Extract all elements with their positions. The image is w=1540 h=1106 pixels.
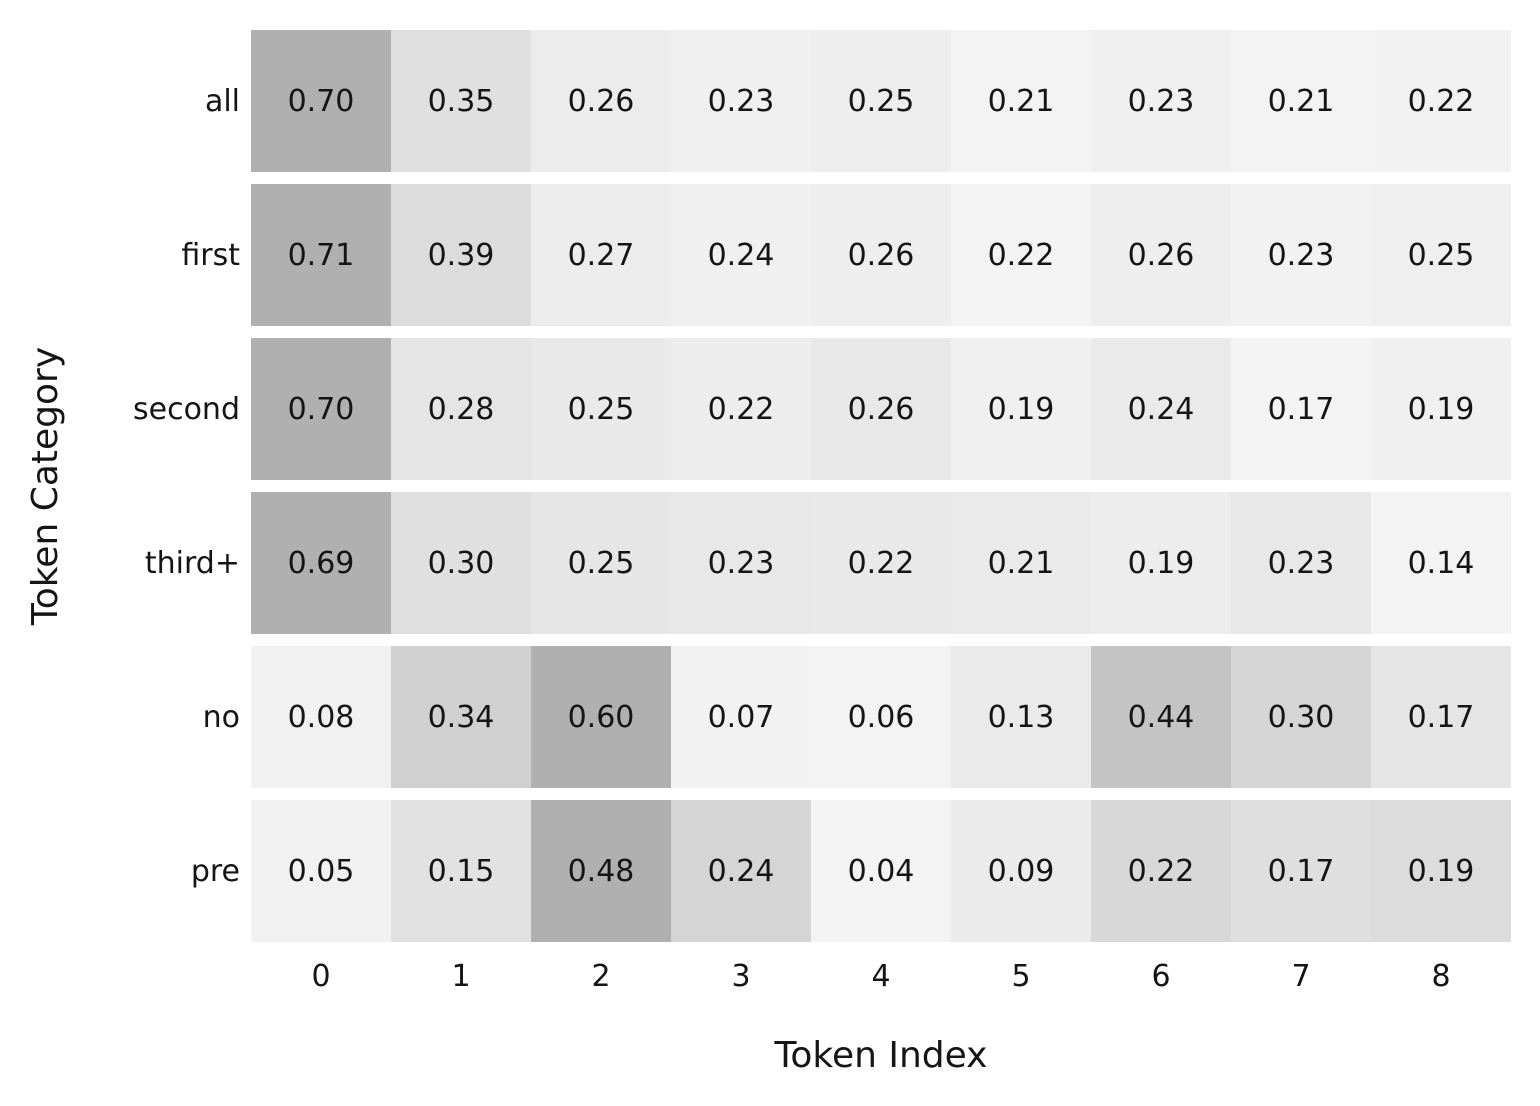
heatmap-cell: 0.22 [951, 184, 1091, 326]
heatmap-row: 0.70 0.35 0.26 0.23 0.25 0.21 0.23 0.21 0.22 [251, 30, 1511, 172]
heatmap-cell: 0.19 [1091, 492, 1231, 634]
heatmap-cell: 0.17 [1231, 800, 1371, 942]
y-tick-label: all [204, 83, 240, 119]
x-tick-label: 1 [451, 958, 471, 994]
heatmap-cell: 0.28 [391, 338, 531, 480]
heatmap-cell: 0.60 [531, 646, 671, 788]
heatmap-cell: 0.06 [811, 646, 951, 788]
heatmap-cell: 0.25 [531, 338, 671, 480]
heatmap-cell: 0.22 [1091, 800, 1231, 942]
y-tick-label: pre [190, 853, 240, 889]
heatmap-cell: 0.23 [1231, 492, 1371, 634]
heatmap-cell: 0.07 [671, 646, 811, 788]
heatmap-cell: 0.21 [951, 492, 1091, 634]
heatmap-cell: 0.19 [1371, 338, 1511, 480]
heatmap-cell: 0.26 [811, 184, 951, 326]
heatmap-cell: 0.24 [671, 800, 811, 942]
heatmap-cell: 0.48 [531, 800, 671, 942]
heatmap-row: 0.70 0.28 0.25 0.22 0.26 0.19 0.24 0.17 0.19 [251, 338, 1511, 480]
heatmap-cell: 0.71 [251, 184, 391, 326]
x-tick-label: 0 [311, 958, 331, 994]
x-tick-label: 8 [1431, 958, 1451, 994]
heatmap-cell: 0.30 [1231, 646, 1371, 788]
heatmap-cell: 0.70 [251, 30, 391, 172]
y-tick-label: no [202, 699, 240, 735]
heatmap-cell: 0.26 [811, 338, 951, 480]
heatmap-cell: 0.17 [1371, 646, 1511, 788]
heatmap-cell: 0.25 [1371, 184, 1511, 326]
heatmap-cell: 0.21 [951, 30, 1091, 172]
heatmap-row: 0.05 0.15 0.48 0.24 0.04 0.09 0.22 0.17 0.19 [251, 800, 1511, 942]
heatmap-cell: 0.26 [1091, 184, 1231, 326]
x-axis-label: Token Index [774, 1034, 988, 1076]
heatmap-cell: 0.30 [391, 492, 531, 634]
x-tick-label: 4 [871, 958, 891, 994]
heatmap-cell: 0.04 [811, 800, 951, 942]
heatmap-cell: 0.25 [811, 30, 951, 172]
heatmap-cell: 0.22 [671, 338, 811, 480]
y-tick-label: second [133, 391, 240, 427]
heatmap-row: 0.08 0.34 0.60 0.07 0.06 0.13 0.44 0.30 0.17 [251, 646, 1511, 788]
heatmap-cell: 0.22 [811, 492, 951, 634]
heatmap-cell: 0.39 [391, 184, 531, 326]
heatmap-cell: 0.21 [1231, 30, 1371, 172]
heatmap-cell: 0.23 [671, 30, 811, 172]
heatmap-cell: 0.14 [1371, 492, 1511, 634]
heatmap-cell: 0.08 [251, 646, 391, 788]
y-tick-label: third+ [144, 545, 240, 581]
heatmap-cell: 0.22 [1371, 30, 1511, 172]
heatmap-row: 0.69 0.30 0.25 0.23 0.22 0.21 0.19 0.23 0.14 [251, 492, 1511, 634]
heatmap-row: 0.71 0.39 0.27 0.24 0.26 0.22 0.26 0.23 0.25 [251, 184, 1511, 326]
heatmap-cell: 0.19 [1371, 800, 1511, 942]
heatmap-cell: 0.27 [531, 184, 671, 326]
heatmap-cell: 0.23 [671, 492, 811, 634]
heatmap-cell: 0.23 [1091, 30, 1231, 172]
heatmap-cell: 0.24 [1091, 338, 1231, 480]
heatmap-cell: 0.13 [951, 646, 1091, 788]
heatmap-cell: 0.25 [531, 492, 671, 634]
x-tick-label: 6 [1151, 958, 1171, 994]
heatmap-cell: 0.35 [391, 30, 531, 172]
y-tick-label: first [181, 237, 240, 273]
heatmap-cell: 0.69 [251, 492, 391, 634]
heatmap-cell: 0.23 [1231, 184, 1371, 326]
x-tick-label: 3 [731, 958, 751, 994]
x-tick-label: 7 [1291, 958, 1311, 994]
x-tick-label: 2 [591, 958, 611, 994]
heatmap-cell: 0.09 [951, 800, 1091, 942]
heatmap-cell: 0.44 [1091, 646, 1231, 788]
heatmap-cell: 0.24 [671, 184, 811, 326]
heatmap-cell: 0.15 [391, 800, 531, 942]
heatmap-cell: 0.70 [251, 338, 391, 480]
x-tick-label: 5 [1011, 958, 1031, 994]
y-axis-label: Token Category [24, 346, 66, 626]
heatmap-cell: 0.17 [1231, 338, 1371, 480]
heatmap-cell: 0.19 [951, 338, 1091, 480]
heatmap-cell: 0.26 [531, 30, 671, 172]
heatmap-cell: 0.34 [391, 646, 531, 788]
heatmap-cell: 0.05 [251, 800, 391, 942]
